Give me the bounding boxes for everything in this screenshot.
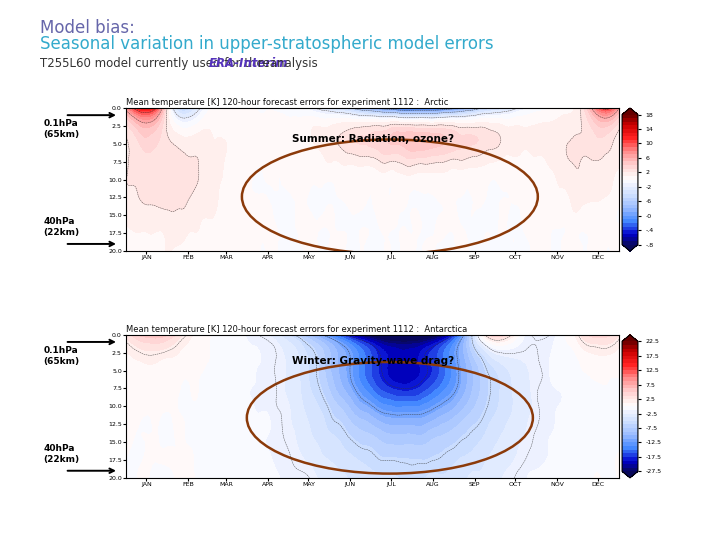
Text: Winter: Gravity-wave drag?: Winter: Gravity-wave drag? xyxy=(292,355,454,366)
Text: Mean temperature [K] 120-hour forecast errors for experiment 1112 :  Antarctica: Mean temperature [K] 120-hour forecast e… xyxy=(126,325,467,334)
Text: T255L60 model currently used for the: T255L60 model currently used for the xyxy=(40,57,267,70)
PathPatch shape xyxy=(622,245,638,251)
Text: 0.1hPa
(65km): 0.1hPa (65km) xyxy=(43,119,79,139)
Text: 40hPa
(22km): 40hPa (22km) xyxy=(43,218,79,237)
PathPatch shape xyxy=(622,471,638,478)
Text: Mean temperature [K] 120-hour forecast errors for experiment 1112 :  Arctic: Mean temperature [K] 120-hour forecast e… xyxy=(126,98,449,107)
Text: 0.1hPa
(65km): 0.1hPa (65km) xyxy=(43,346,79,366)
PathPatch shape xyxy=(622,108,638,114)
Text: Seasonal variation in upper-stratospheric model errors: Seasonal variation in upper-stratospheri… xyxy=(40,35,493,53)
PathPatch shape xyxy=(622,335,638,341)
Text: ERA-Interim: ERA-Interim xyxy=(209,57,288,70)
Text: reanalysis: reanalysis xyxy=(254,57,318,70)
Text: Model bias:: Model bias: xyxy=(40,19,135,37)
Text: 40hPa
(22km): 40hPa (22km) xyxy=(43,444,79,463)
Text: Summer: Radiation, ozone?: Summer: Radiation, ozone? xyxy=(292,134,454,145)
